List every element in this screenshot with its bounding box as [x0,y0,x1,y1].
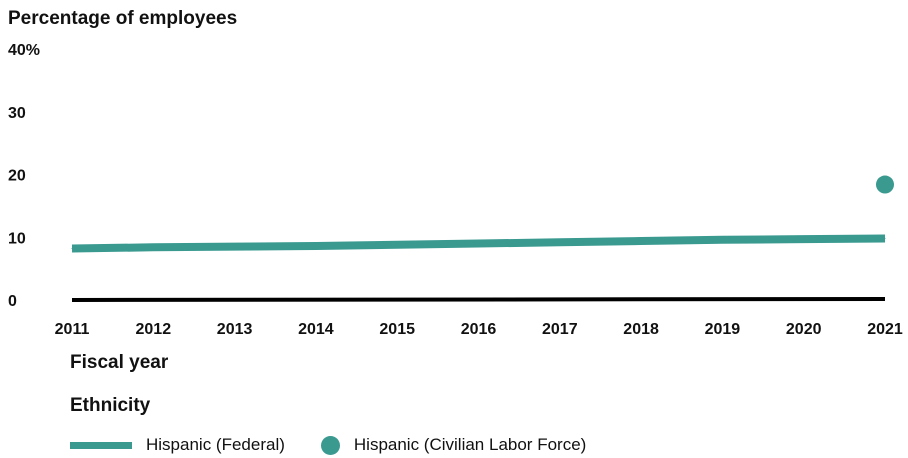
series-point-hispanic-federal [152,246,154,248]
x-axis-baseline [71,297,886,302]
x-tick-label: 2012 [136,321,172,338]
y-tick-label: 10 [8,230,26,247]
series-point-hispanic-federal [640,240,642,242]
series-point-hispanic-federal [71,248,73,250]
x-tick-label: 2013 [217,321,253,338]
x-tick-label: 2011 [55,321,90,338]
legend-line-swatch [70,441,132,449]
x-tick-label: 2018 [623,321,659,338]
series-point-hispanic-federal [884,238,886,240]
y-tick-label: 40% [8,42,40,59]
y-tick-label: 0 [8,293,17,310]
x-tick-label: 2019 [705,321,741,338]
series-point-hispanic-civilian [876,175,894,194]
series-point-hispanic-federal [234,246,236,248]
legend-title: Ethnicity [70,395,151,416]
x-tick-label: 2021 [867,321,903,338]
line-chart: 0 10 20 30 40% 2011 2012 2013 2014 2015 2016 2017 20… [8,42,903,338]
x-tick-label: 2014 [298,321,334,338]
series-point-hispanic-federal [478,243,479,245]
x-tick-label: 2017 [542,321,578,338]
y-tick-label: 20 [8,168,26,185]
legend-item-civilian: Hispanic (Civilian Labor Force) [320,435,587,455]
series-point-hispanic-federal [396,244,398,246]
x-tick-label: 2020 [786,321,822,338]
legend: Hispanic (Federal) Hispanic (Civilian La… [70,432,622,458]
y-tick-label: 30 [8,105,26,122]
legend-label-civilian: Hispanic (Civilian Labor Force) [353,435,587,454]
legend-label-federal: Hispanic (Federal) [146,435,285,454]
legend-dot-swatch [320,435,340,455]
y-axis-title: Percentage of employees [8,8,238,29]
series-point-hispanic-federal [803,238,805,240]
x-tick-label: 2016 [461,321,497,338]
series-point-hispanic-federal [721,239,723,241]
series-point-hispanic-federal [559,241,561,243]
x-axis-title: Fiscal year [70,352,169,373]
x-tick-label: 2015 [379,321,415,338]
legend-item-federal: Hispanic (Federal) [70,435,285,455]
series-point-hispanic-federal [315,245,317,247]
